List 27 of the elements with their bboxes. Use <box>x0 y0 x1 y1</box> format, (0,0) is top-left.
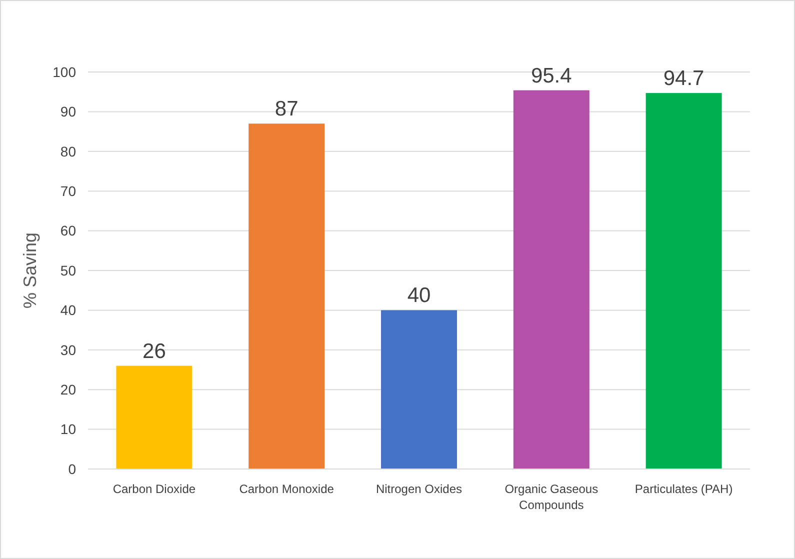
bar <box>116 366 192 469</box>
y-axis-title: % Saving <box>20 232 40 309</box>
y-tick-label: 20 <box>60 382 76 398</box>
y-tick-label: 0 <box>68 460 76 477</box>
x-tick-label: Organic Gaseous Compounds <box>504 482 598 512</box>
y-tick-label: 40 <box>60 302 76 318</box>
y-tick-label: 100 <box>52 64 76 80</box>
y-tick-label: 80 <box>60 143 76 160</box>
x-tick-label: Nitrogen Oxides <box>376 482 462 496</box>
x-tick-label: Particulates (PAH) <box>634 482 733 496</box>
bar <box>381 310 457 469</box>
data-label: 95.4 <box>530 64 572 88</box>
data-label: 26 <box>142 340 166 363</box>
y-tick-label: 10 <box>60 421 76 438</box>
y-tick-label: 60 <box>60 222 76 239</box>
y-tick-label: 30 <box>60 342 76 358</box>
bar <box>646 93 722 469</box>
y-tick-label: 90 <box>60 104 76 120</box>
data-label: 87 <box>274 98 298 121</box>
x-tick-label: Carbon Dioxide <box>112 482 196 496</box>
data-label: 40 <box>407 284 431 308</box>
y-tick-label: 70 <box>60 183 76 199</box>
bar <box>513 90 590 469</box>
x-tick-label: Carbon Monoxide <box>239 482 334 496</box>
y-tick-label: 50 <box>60 262 76 278</box>
bar <box>248 124 325 469</box>
data-label: 94.7 <box>663 67 704 90</box>
